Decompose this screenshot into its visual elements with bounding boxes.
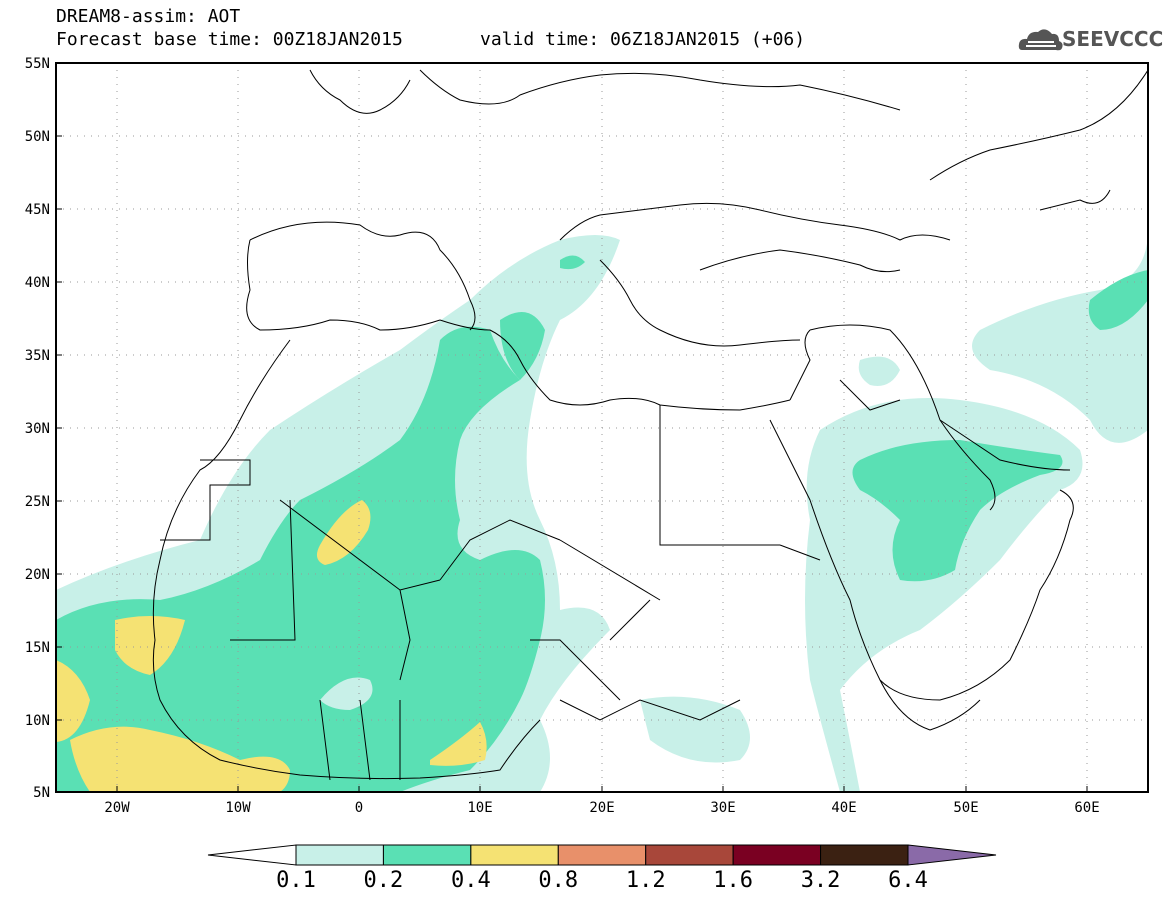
lon-label: 10E <box>467 800 492 816</box>
colorbar-segment <box>295 844 384 866</box>
axis-ticks <box>56 62 1088 792</box>
lat-label: 55N <box>25 56 50 72</box>
latitude-labels: 55N 50N 45N 40N 35N 30N 25N 20N 15N 10N … <box>25 56 50 801</box>
logo-text: SEEVCCC <box>1062 27 1164 51</box>
aot-band-0-4 <box>56 500 487 792</box>
colorbar-segment <box>382 844 472 866</box>
colorbar-segment <box>207 844 297 866</box>
lon-label: 10W <box>225 800 251 816</box>
lat-label: 45N <box>25 202 50 218</box>
lat-label: 40N <box>25 275 50 291</box>
colorbar-label: 0.8 <box>538 868 579 893</box>
lon-label: 20W <box>104 800 130 816</box>
colorbar-segment <box>820 844 909 866</box>
valid-time: valid time: 06Z18JAN2015 (+06) <box>480 29 806 50</box>
colorbar-label: 0.1 <box>276 868 316 893</box>
lat-label: 25N <box>25 494 50 510</box>
lon-label: 30E <box>710 800 735 816</box>
coastlines <box>152 69 1148 781</box>
lat-label: 50N <box>25 129 50 145</box>
cloud-icon <box>1018 29 1063 51</box>
lat-label: 10N <box>25 713 50 729</box>
colorbar-label: 3.2 <box>800 868 841 893</box>
lon-label: 40E <box>831 800 856 816</box>
colorbar-label: 6.4 <box>888 868 928 893</box>
colorbar-segment <box>557 844 647 866</box>
lat-label: 35N <box>25 348 50 364</box>
longitude-labels: 20W 10W 0 10E 20E 30E 40E 50E 60E <box>104 800 1099 816</box>
colorbar-segment <box>470 844 559 866</box>
aot-band-0-2 <box>56 255 1148 792</box>
map-title: DREAM8-assim: AOT <box>56 6 241 27</box>
lon-label: 50E <box>953 800 978 816</box>
lat-label: 30N <box>25 421 50 437</box>
colorbar-label: 0.2 <box>363 868 404 893</box>
colorbar-segment <box>732 844 822 866</box>
aot-fields <box>56 230 1148 792</box>
colorbar-label: 1.2 <box>625 868 666 893</box>
lat-label: 15N <box>25 640 50 656</box>
lon-label: 0 <box>355 800 363 816</box>
lat-label: 20N <box>25 567 50 583</box>
colorbar-label: 0.4 <box>450 868 491 893</box>
colorbar-segment <box>907 844 997 866</box>
lon-label: 20E <box>589 800 614 816</box>
colorbar-segment <box>645 844 734 866</box>
graticule <box>56 63 1148 792</box>
colorbar-label: 1.6 <box>713 868 754 893</box>
forecast-base-time: Forecast base time: 00Z18JAN2015 <box>56 29 403 50</box>
colorbar <box>207 844 997 866</box>
lon-label: 60E <box>1074 800 1099 816</box>
lat-label: 5N <box>33 785 50 801</box>
